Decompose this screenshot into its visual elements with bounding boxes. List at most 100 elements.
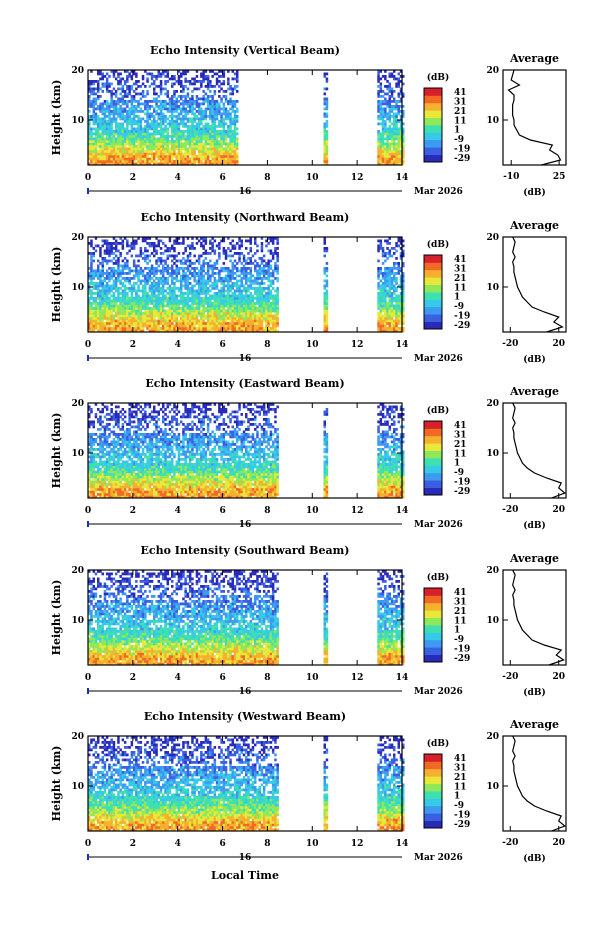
heatmap-cell [157, 85, 160, 88]
heatmap-cell [245, 304, 248, 308]
heatmap-cell [130, 242, 134, 245]
colorbar-swatch [424, 102, 442, 111]
heatmap-cell [180, 307, 183, 310]
colorbar-tick-label: 31 [454, 97, 467, 107]
heatmap-cell [188, 80, 192, 83]
heatmap-cell [227, 237, 230, 240]
heatmap-cell [229, 160, 232, 163]
heatmap-cell [262, 272, 266, 275]
heatmap-cell [245, 302, 248, 305]
heatmap-cell [166, 292, 169, 295]
heatmap-cell [379, 312, 383, 315]
heatmap-cell [395, 249, 398, 253]
heatmap-cell [105, 85, 109, 88]
heatmap-cell [110, 160, 113, 163]
heatmap-cell [325, 299, 329, 303]
heatmap-cell [92, 150, 95, 153]
heatmap-cell [240, 239, 243, 243]
heatmap-cell [188, 259, 192, 263]
heatmap-cell [245, 322, 248, 325]
heatmap-cell [105, 145, 109, 148]
heatmap-cell [379, 90, 383, 93]
heatmap-cell [267, 329, 270, 333]
heatmap-cell [159, 289, 163, 293]
heatmap-cell [112, 162, 116, 166]
heatmap-cell [254, 304, 257, 308]
heatmap-cell [146, 107, 149, 111]
heatmap-cell [236, 152, 239, 156]
heatmap-cell [240, 267, 243, 270]
heatmap-cell [112, 132, 116, 136]
heatmap-cell [173, 292, 176, 295]
heatmap-cell [269, 292, 273, 295]
heatmap-cell [166, 92, 169, 96]
heatmap-cell [110, 284, 113, 288]
heatmap-cell [388, 85, 391, 88]
heatmap-cell [162, 272, 165, 275]
heatmap-cell [141, 237, 145, 240]
heatmap-cell [399, 110, 403, 113]
heatmap-cell [121, 322, 125, 325]
heatmap-cell [323, 115, 326, 118]
heatmap-cell [238, 279, 241, 283]
heatmap-cell [267, 292, 270, 295]
heatmap-cell [325, 282, 329, 285]
heatmap-cell [150, 264, 154, 268]
heatmap-cell [105, 287, 109, 290]
heatmap-cell [258, 284, 261, 288]
heatmap-cell [213, 127, 217, 131]
heatmap-cell [197, 130, 201, 133]
heatmap-cell [150, 272, 154, 275]
heatmap-cell [105, 292, 109, 295]
heatmap-cell [88, 274, 91, 278]
heatmap-cell [137, 304, 140, 308]
heatmap-cell [128, 160, 131, 163]
heatmap-cell [139, 302, 143, 305]
heatmap-cell [139, 137, 143, 141]
heatmap-cell [262, 297, 266, 300]
heatmap-cell [144, 282, 147, 285]
heatmap-cell [146, 77, 149, 81]
heatmap-cell [276, 259, 279, 263]
heatmap-cell [231, 162, 234, 166]
heatmap-cell [220, 140, 223, 143]
colorbar-swatch [424, 147, 442, 155]
heatmap-cell [108, 259, 111, 263]
heatmap-cell [173, 92, 176, 96]
heatmap-cell [193, 147, 196, 151]
heatmap-cell [229, 317, 232, 320]
heatmap-cell [101, 324, 104, 328]
heatmap-cell [260, 269, 264, 273]
heatmap-cell [381, 140, 385, 143]
heatmap-cell [233, 155, 237, 158]
heatmap-cell [180, 75, 183, 78]
heatmap-cell [227, 80, 230, 83]
heatmap-cell [117, 152, 120, 156]
heatmap-cell [191, 82, 194, 86]
heatmap-cell [397, 160, 400, 163]
heatmap-cell [249, 302, 252, 305]
heatmap-cell [123, 90, 127, 93]
heatmap-cell [209, 82, 212, 86]
heatmap-cell [220, 82, 223, 86]
heatmap-cell [182, 309, 185, 313]
heatmap-cell [155, 304, 158, 308]
heatmap-cell [146, 117, 149, 121]
heatmap-cell [242, 309, 246, 313]
heatmap-cell [240, 244, 243, 248]
heatmap-cell [191, 329, 194, 333]
heatmap-cell [381, 125, 385, 128]
heatmap-cell [211, 85, 214, 88]
heatmap-cell [148, 137, 152, 141]
heatmap-cell [393, 312, 396, 315]
heatmap-cell [144, 127, 147, 131]
heatmap-cell [229, 115, 232, 118]
heatmap-cell [222, 160, 226, 163]
heatmap-cell [220, 314, 223, 318]
heatmap-cell [121, 132, 125, 136]
heatmap-cell [94, 292, 98, 295]
heatmap-cell [213, 309, 217, 313]
heatmap-cell [218, 292, 221, 295]
heatmap-cell [267, 269, 270, 273]
heatmap-cell [211, 312, 214, 315]
